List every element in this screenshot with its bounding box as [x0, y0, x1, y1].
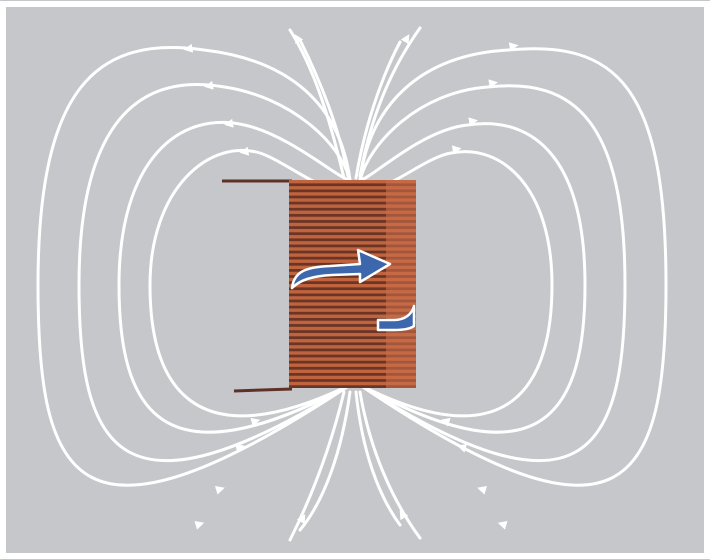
coil-winding-edge: [386, 330, 416, 333]
coil-winding: [289, 281, 386, 284]
field-line-left-loop: [77, 82, 352, 463]
field-line-left-loop: [148, 148, 352, 418]
coil-winding-edge: [386, 305, 416, 309]
coil-winding: [289, 250, 386, 254]
coil-winding: [289, 373, 386, 376]
coil-winding: [289, 305, 386, 309]
field-line-open: [288, 390, 346, 542]
coil-winding-edge: [386, 287, 416, 291]
coil-winding: [289, 207, 386, 211]
coil-winding: [289, 275, 386, 278]
coil-winding-edge: [386, 385, 416, 388]
coil-winding: [289, 330, 386, 333]
coil-winding: [289, 232, 386, 236]
coil-winding-edge: [386, 232, 416, 236]
coil-winding-edge: [386, 275, 416, 278]
coil-winding: [289, 348, 386, 352]
coil-winding-edge: [386, 226, 416, 229]
coil-winding-edge: [386, 207, 416, 211]
coil-winding-edge: [386, 311, 416, 315]
coil-winding: [289, 311, 386, 315]
solenoid-coil: [222, 179, 416, 393]
field-line-open: [354, 40, 402, 180]
coil-winding: [289, 287, 386, 291]
coil-winding-edge: [386, 373, 416, 376]
coil-winding-edge: [386, 250, 416, 254]
coil-winding-edge: [386, 213, 416, 217]
coil-winding-edge: [386, 256, 416, 260]
coil-winding: [289, 336, 386, 340]
coil-winding: [289, 385, 386, 388]
coil-winding: [289, 244, 386, 248]
lead-wire-bottom: [233, 387, 293, 393]
coil-winding-edge: [386, 366, 416, 370]
coil-winding: [289, 238, 386, 242]
coil-winding: [289, 366, 386, 370]
field-line-left-loop: [36, 46, 352, 487]
current-direction-arrow-icon: [290, 248, 392, 290]
coil-winding-edge: [386, 238, 416, 242]
field-line-left-loop: [117, 120, 352, 434]
coil-winding-edge: [386, 293, 416, 297]
coil-winding: [289, 354, 386, 358]
field-line-right-loop: [358, 122, 587, 434]
field-line-open: [288, 28, 346, 180]
magnetic-field-lines: [36, 26, 668, 542]
current-direction-arrow-icon: [376, 304, 416, 332]
coil-winding-edge: [386, 299, 416, 303]
coil-winding-edge: [386, 269, 416, 272]
coil-winding: [289, 360, 386, 364]
coil-winding: [289, 256, 386, 260]
field-line-open: [358, 390, 422, 540]
coil-winding: [289, 195, 386, 199]
coil-winding-edge: [386, 189, 416, 193]
coil-winding: [289, 226, 386, 229]
coil-winding-edge: [386, 262, 416, 266]
coil-winding: [289, 379, 386, 382]
field-line-open: [354, 390, 402, 527]
coil-winding-edge: [386, 348, 416, 352]
coil-winding-edge: [386, 244, 416, 248]
coil-side-highlight: [386, 180, 416, 388]
coil-winding: [289, 213, 386, 217]
coil-winding-edge: [386, 379, 416, 382]
coil-winding-edge: [386, 360, 416, 364]
coil-winding-edge: [386, 281, 416, 284]
field-line-right-loop: [358, 150, 554, 418]
coil-winding: [289, 201, 386, 205]
field-line-open: [298, 390, 352, 532]
coil-winding-edge: [386, 201, 416, 205]
field-line-open: [358, 26, 422, 178]
field-line-open: [298, 38, 350, 178]
coil-winding-edge: [386, 183, 416, 187]
field-line-right-loop: [358, 47, 668, 487]
coil-winding: [289, 220, 386, 223]
coil-winding-edge: [386, 220, 416, 223]
coil-winding-edge: [386, 336, 416, 340]
current-direction-arrows: [290, 248, 416, 332]
coil-winding-edge: [386, 354, 416, 358]
coil-winding: [289, 293, 386, 297]
coil-winding: [289, 189, 386, 193]
coil-winding: [289, 299, 386, 303]
coil-winding: [289, 342, 386, 346]
coil-winding-edge: [386, 342, 416, 346]
coil-winding: [289, 317, 386, 321]
coil-winding-edge: [386, 195, 416, 199]
field-line-right-loop: [358, 84, 627, 463]
coil-winding: [289, 324, 386, 327]
coil-winding: [289, 183, 386, 187]
